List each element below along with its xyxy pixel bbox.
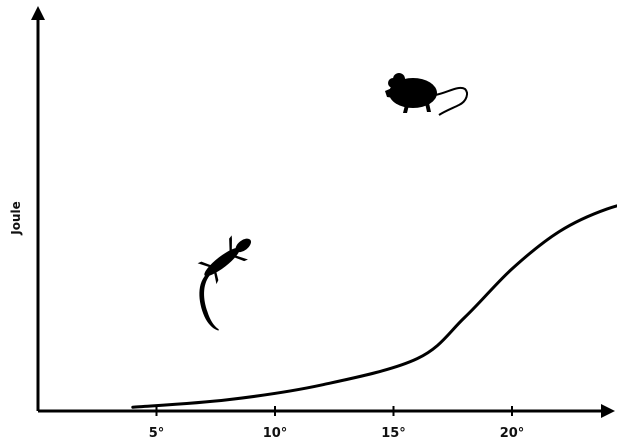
x-tick-label: 15° [381, 426, 406, 440]
mouse-icon [385, 73, 468, 116]
series-curves [131, 204, 617, 409]
x-tick-label: 10° [263, 426, 288, 440]
x-ticks: 5°10°15°20°25°30°35°40°45° [149, 406, 525, 440]
lizard-icon [197, 235, 252, 331]
x-tick-label: 5° [149, 426, 165, 440]
lizard-curve [131, 204, 617, 409]
y-axis-label: Joule [9, 201, 23, 236]
y-axis-arrow-icon [31, 6, 45, 20]
x-axis-arrow-icon [601, 404, 615, 418]
x-tick-label: 20° [500, 426, 525, 440]
